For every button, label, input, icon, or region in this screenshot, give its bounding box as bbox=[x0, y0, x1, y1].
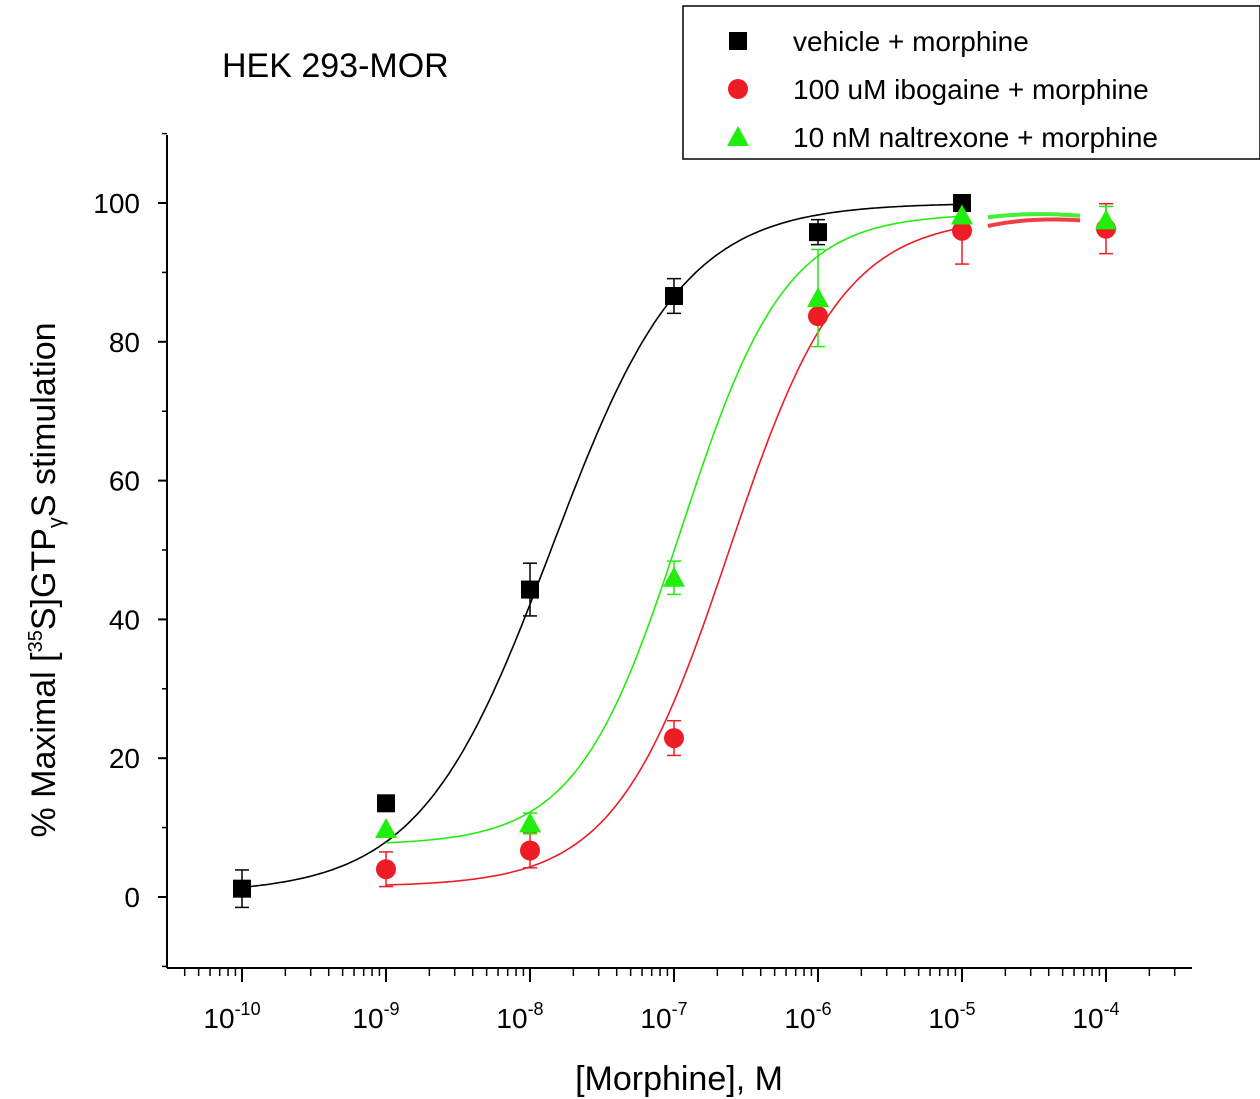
data-point bbox=[521, 580, 539, 599]
legend-box bbox=[682, 5, 1260, 160]
data-point bbox=[665, 286, 683, 305]
y-tick-label: 20 bbox=[109, 743, 140, 774]
legend-label: vehicle + morphine bbox=[793, 26, 1029, 57]
chart-title: HEK 293-MOR bbox=[222, 47, 449, 85]
y-tick-label: 60 bbox=[109, 466, 140, 497]
legend-label: 10 nM naltrexone + morphine bbox=[793, 122, 1158, 153]
data-point bbox=[808, 306, 828, 327]
legend: vehicle + morphine 100 uM ibogaine + morp… bbox=[682, 5, 1260, 160]
x-tick-label: 10-6 bbox=[784, 999, 831, 1034]
data-point bbox=[807, 287, 829, 308]
data-point bbox=[376, 859, 396, 880]
x-tick-label: 10-10 bbox=[203, 999, 260, 1034]
data-point bbox=[1095, 209, 1117, 230]
data-point bbox=[375, 817, 397, 838]
x-tick-label: 10-5 bbox=[928, 999, 975, 1034]
y-tick-label: 100 bbox=[93, 188, 140, 219]
fit-curve-tail bbox=[987, 217, 1081, 228]
data-point bbox=[664, 728, 684, 749]
legend-marker bbox=[728, 79, 748, 99]
data-point bbox=[953, 194, 971, 212]
legend-label: 100 uM ibogaine + morphine bbox=[793, 74, 1149, 105]
fit-curve bbox=[385, 215, 963, 844]
x-axis-title: [Morphine], M bbox=[575, 1060, 783, 1098]
data-point bbox=[809, 223, 827, 242]
y-axis-ticks: 0 20 40 60 80 100 bbox=[93, 132, 167, 968]
x-tick-label: 10-4 bbox=[1072, 999, 1119, 1034]
legend-marker bbox=[729, 32, 747, 50]
data-point bbox=[377, 794, 395, 813]
y-tick-label: 80 bbox=[109, 327, 140, 358]
x-axis-ticks: 10-10 10-9 10-8 10-7 10-6 10-5 10-4 bbox=[183, 968, 1176, 1034]
x-tick-label: 10-8 bbox=[496, 999, 543, 1034]
y-tick-label: 40 bbox=[109, 604, 140, 635]
fit-curves bbox=[241, 203, 1081, 889]
data-point bbox=[520, 840, 540, 861]
fit-curve-tail bbox=[987, 212, 1081, 220]
data-point bbox=[951, 204, 973, 225]
data-points bbox=[233, 194, 1117, 898]
legend-marker bbox=[727, 126, 749, 146]
y-tick-label: 0 bbox=[124, 882, 140, 913]
data-point bbox=[952, 220, 972, 241]
fit-curve bbox=[385, 227, 963, 886]
data-point bbox=[519, 812, 541, 833]
data-point bbox=[233, 879, 251, 898]
x-tick-label: 10-9 bbox=[352, 999, 399, 1034]
y-axis-title: % Maximal [35S]GTPγS stimulation bbox=[25, 322, 68, 837]
fit-curve bbox=[241, 203, 962, 889]
data-point bbox=[663, 566, 685, 587]
x-tick-label: 10-7 bbox=[640, 999, 687, 1034]
